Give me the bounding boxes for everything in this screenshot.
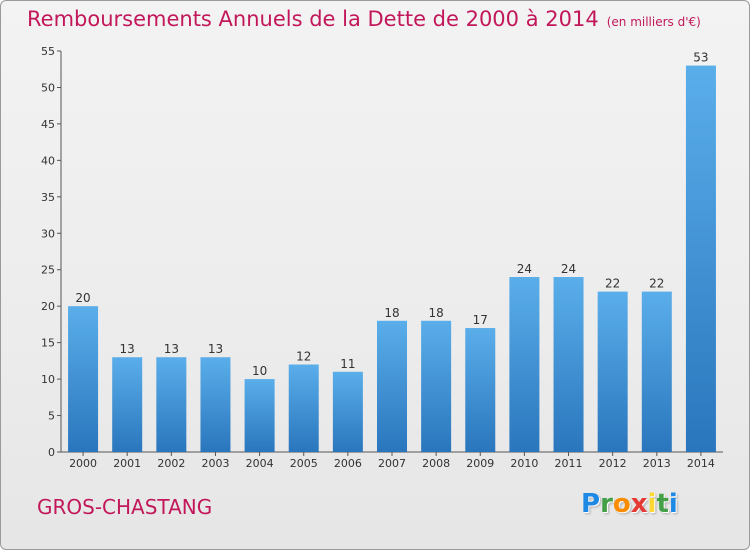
logo-letter: i — [668, 489, 678, 519]
data-label: 24 — [561, 262, 576, 276]
x-tick-label: 2000 — [69, 457, 97, 470]
logo-letter: x — [630, 489, 648, 519]
logo-letter: t — [656, 489, 669, 519]
logo-letter: o — [612, 489, 631, 519]
x-tick-label: 2014 — [687, 457, 715, 470]
y-tick-label: 15 — [41, 337, 55, 350]
data-label: 13 — [208, 342, 223, 356]
x-tick-label: 2013 — [643, 457, 671, 470]
data-label: 53 — [693, 51, 708, 65]
data-label: 22 — [605, 277, 620, 291]
bar — [68, 306, 99, 452]
bar — [421, 320, 452, 452]
x-tick-label: 2011 — [555, 457, 583, 470]
y-tick-label: 55 — [41, 45, 55, 58]
bar — [465, 328, 496, 452]
x-tick-label: 2002 — [157, 457, 185, 470]
bar — [288, 364, 319, 452]
bar — [112, 357, 143, 452]
bar — [244, 379, 275, 452]
logo-letter: i — [647, 489, 657, 519]
x-tick-label: 2001 — [113, 457, 141, 470]
data-label: 13 — [120, 342, 135, 356]
data-label: 20 — [75, 291, 90, 305]
y-tick-label: 50 — [41, 81, 55, 94]
bar — [332, 371, 363, 452]
x-tick-label: 2007 — [378, 457, 406, 470]
y-tick-label: 25 — [41, 264, 55, 277]
proxiti-logo: Proxiti — [581, 489, 678, 519]
data-label: 22 — [649, 277, 664, 291]
x-tick-label: 2006 — [334, 457, 362, 470]
y-tick-label: 20 — [41, 300, 55, 313]
data-label: 17 — [473, 313, 488, 327]
chart-unit: (en milliers d'€) — [606, 15, 701, 29]
x-tick-label: 2009 — [466, 457, 494, 470]
data-label: 18 — [384, 306, 399, 320]
bar — [685, 65, 716, 452]
chart-title-text: Remboursements Annuels de la Dette de 20… — [27, 7, 599, 31]
y-tick-label: 0 — [48, 446, 55, 459]
logo-letter: P — [581, 489, 601, 519]
bar — [641, 291, 672, 452]
bar — [156, 357, 187, 452]
data-label: 18 — [428, 306, 443, 320]
x-tick-label: 2012 — [599, 457, 627, 470]
bar — [200, 357, 231, 452]
data-label: 24 — [517, 262, 532, 276]
bar — [377, 320, 407, 452]
y-tick-label: 35 — [41, 191, 55, 204]
bar — [597, 291, 628, 452]
chart-title: Remboursements Annuels de la Dette de 20… — [27, 7, 701, 31]
data-label: 12 — [296, 350, 311, 364]
logo-letter: r — [600, 489, 613, 519]
bar — [509, 277, 540, 452]
x-tick-label: 2004 — [246, 457, 274, 470]
y-tick-label: 40 — [41, 154, 55, 167]
y-tick-label: 5 — [48, 410, 55, 423]
data-label: 10 — [252, 364, 267, 378]
y-tick-label: 30 — [41, 227, 55, 240]
data-label: 11 — [340, 357, 355, 371]
x-tick-label: 2008 — [422, 457, 450, 470]
data-label: 13 — [164, 342, 179, 356]
commune-name: GROS-CHASTANG — [37, 495, 213, 519]
y-tick-label: 10 — [41, 373, 55, 386]
x-tick-label: 2005 — [290, 457, 318, 470]
x-tick-label: 2003 — [201, 457, 229, 470]
bar — [553, 277, 584, 452]
x-tick-label: 2010 — [510, 457, 538, 470]
y-tick-label: 45 — [41, 118, 55, 131]
